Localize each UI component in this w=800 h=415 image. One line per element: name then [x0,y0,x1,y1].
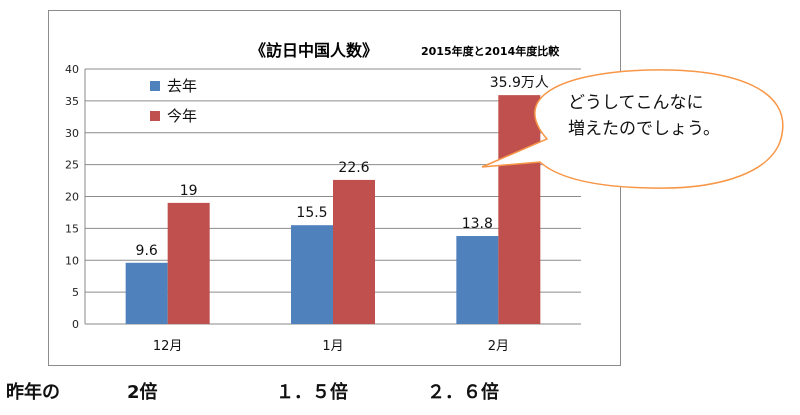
data-label: 13.8 [462,216,493,232]
y-tick-label: 35 [65,95,79,108]
y-tick-label: 15 [65,222,79,235]
chart-title: 《訪日中国人数》 [250,41,378,60]
ratio-dec: 2倍 [127,382,158,403]
bar-chart: 《訪日中国人数》 2015年度と2014年度比較 0 5 10 15 20 25 30 35 4… [65,41,581,354]
y-tick-label: 5 [72,286,79,299]
y-tick-label: 0 [72,318,79,331]
ratio-label: 昨年の [6,382,60,403]
data-label: 35.9万人 [490,75,549,91]
data-label: 15.5 [296,205,327,221]
ratio-feb: ２．６倍 [427,382,499,403]
data-label: 22.6 [338,160,369,176]
legend-swatch-今年 [150,111,160,121]
ratio-row: 昨年の 2倍 １．５倍 ２．６倍 [0,378,800,408]
callout-text: どうしてこんなに 増えたのでしょう。 [568,93,720,139]
y-tick-label: 20 [65,191,79,204]
legend-label: 去年 [167,77,197,95]
y-tick-label: 40 [65,63,79,76]
chart-frame: 《訪日中国人数》 2015年度と2014年度比較 0 5 10 15 20 25 30 35 4… [48,10,621,366]
bar-去年-2月 [456,236,499,324]
y-tick-label: 10 [65,254,79,267]
bar-去年-12月 [125,262,168,324]
category-label: 12月 [153,339,183,354]
data-label: 19 [180,183,198,199]
category-label: 1月 [322,339,343,354]
bar-今年-1月 [333,179,375,324]
legend-label: 今年 [167,107,197,125]
legend-swatch-去年 [150,81,160,91]
category-label: 2月 [488,339,509,354]
bar-今年-12月 [167,202,210,324]
bar-去年-1月 [291,225,333,324]
y-tick-label: 25 [65,159,79,172]
bar-今年-2月 [498,95,541,324]
chart-subtitle: 2015年度と2014年度比較 [421,44,560,58]
y-tick-label: 30 [65,127,79,140]
speech-bubble-shape [481,69,784,189]
ratio-jan: １．５倍 [276,382,348,403]
data-label: 9.6 [136,243,158,259]
